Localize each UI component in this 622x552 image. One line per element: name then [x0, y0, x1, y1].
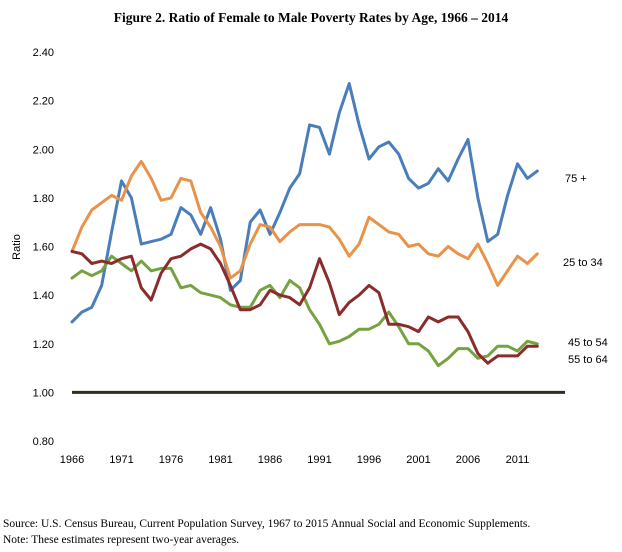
y-tick-label: 1.20: [33, 339, 54, 351]
y-tick-label: 1.40: [33, 290, 54, 302]
x-tick-label: 1991: [307, 454, 331, 466]
series-line-25-to-34: [70, 159, 539, 287]
series-label: 55 to 64: [568, 354, 608, 366]
y-tick-label: 2.00: [33, 144, 54, 156]
series-line-45-to-54: [70, 254, 539, 368]
x-tick-label: 1966: [60, 454, 84, 466]
source-note: Source: U.S. Census Bureau, Current Popu…: [3, 518, 531, 530]
y-axis-label: Ratio: [11, 234, 23, 260]
x-tick-label: 1971: [109, 454, 133, 466]
x-axis: 1966 1971 1976 1981 1986 1991 1996 2001 2006 2011: [60, 454, 530, 466]
y-tick-label: 1.00: [33, 387, 54, 399]
x-tick-label: 1976: [159, 454, 183, 466]
series-label: 75 +: [565, 173, 587, 185]
series-line-55-to-64: [70, 242, 539, 365]
series-label: 45 to 54: [568, 337, 608, 349]
x-tick-label: 2006: [456, 454, 480, 466]
x-tick-label: 2011: [506, 454, 530, 466]
y-tick-label: 1.80: [33, 193, 54, 205]
x-tick-label: 1996: [357, 454, 381, 466]
series-label: 25 to 34: [563, 257, 603, 269]
x-tick-label: 1986: [258, 454, 282, 466]
series-labels: 75 + 25 to 34 45 to 54 55 to 64: [563, 173, 608, 366]
y-axis: 0.80 1.00 1.20 1.40 1.60 1.80 2.00 2.20 2.40: [33, 47, 54, 448]
series-lines: [70, 82, 539, 368]
series-line-75: [70, 82, 539, 324]
y-tick-label: 0.80: [33, 436, 54, 448]
chart-title: Figure 2. Ratio of Female to Male Povert…: [113, 10, 509, 25]
y-tick-label: 1.60: [33, 242, 54, 254]
footnote: Note: These estimates represent two-year…: [3, 534, 240, 546]
x-tick-label: 2001: [406, 454, 430, 466]
x-tick-label: 1981: [208, 454, 232, 466]
y-tick-label: 2.40: [33, 47, 54, 59]
y-tick-label: 2.20: [33, 96, 54, 108]
